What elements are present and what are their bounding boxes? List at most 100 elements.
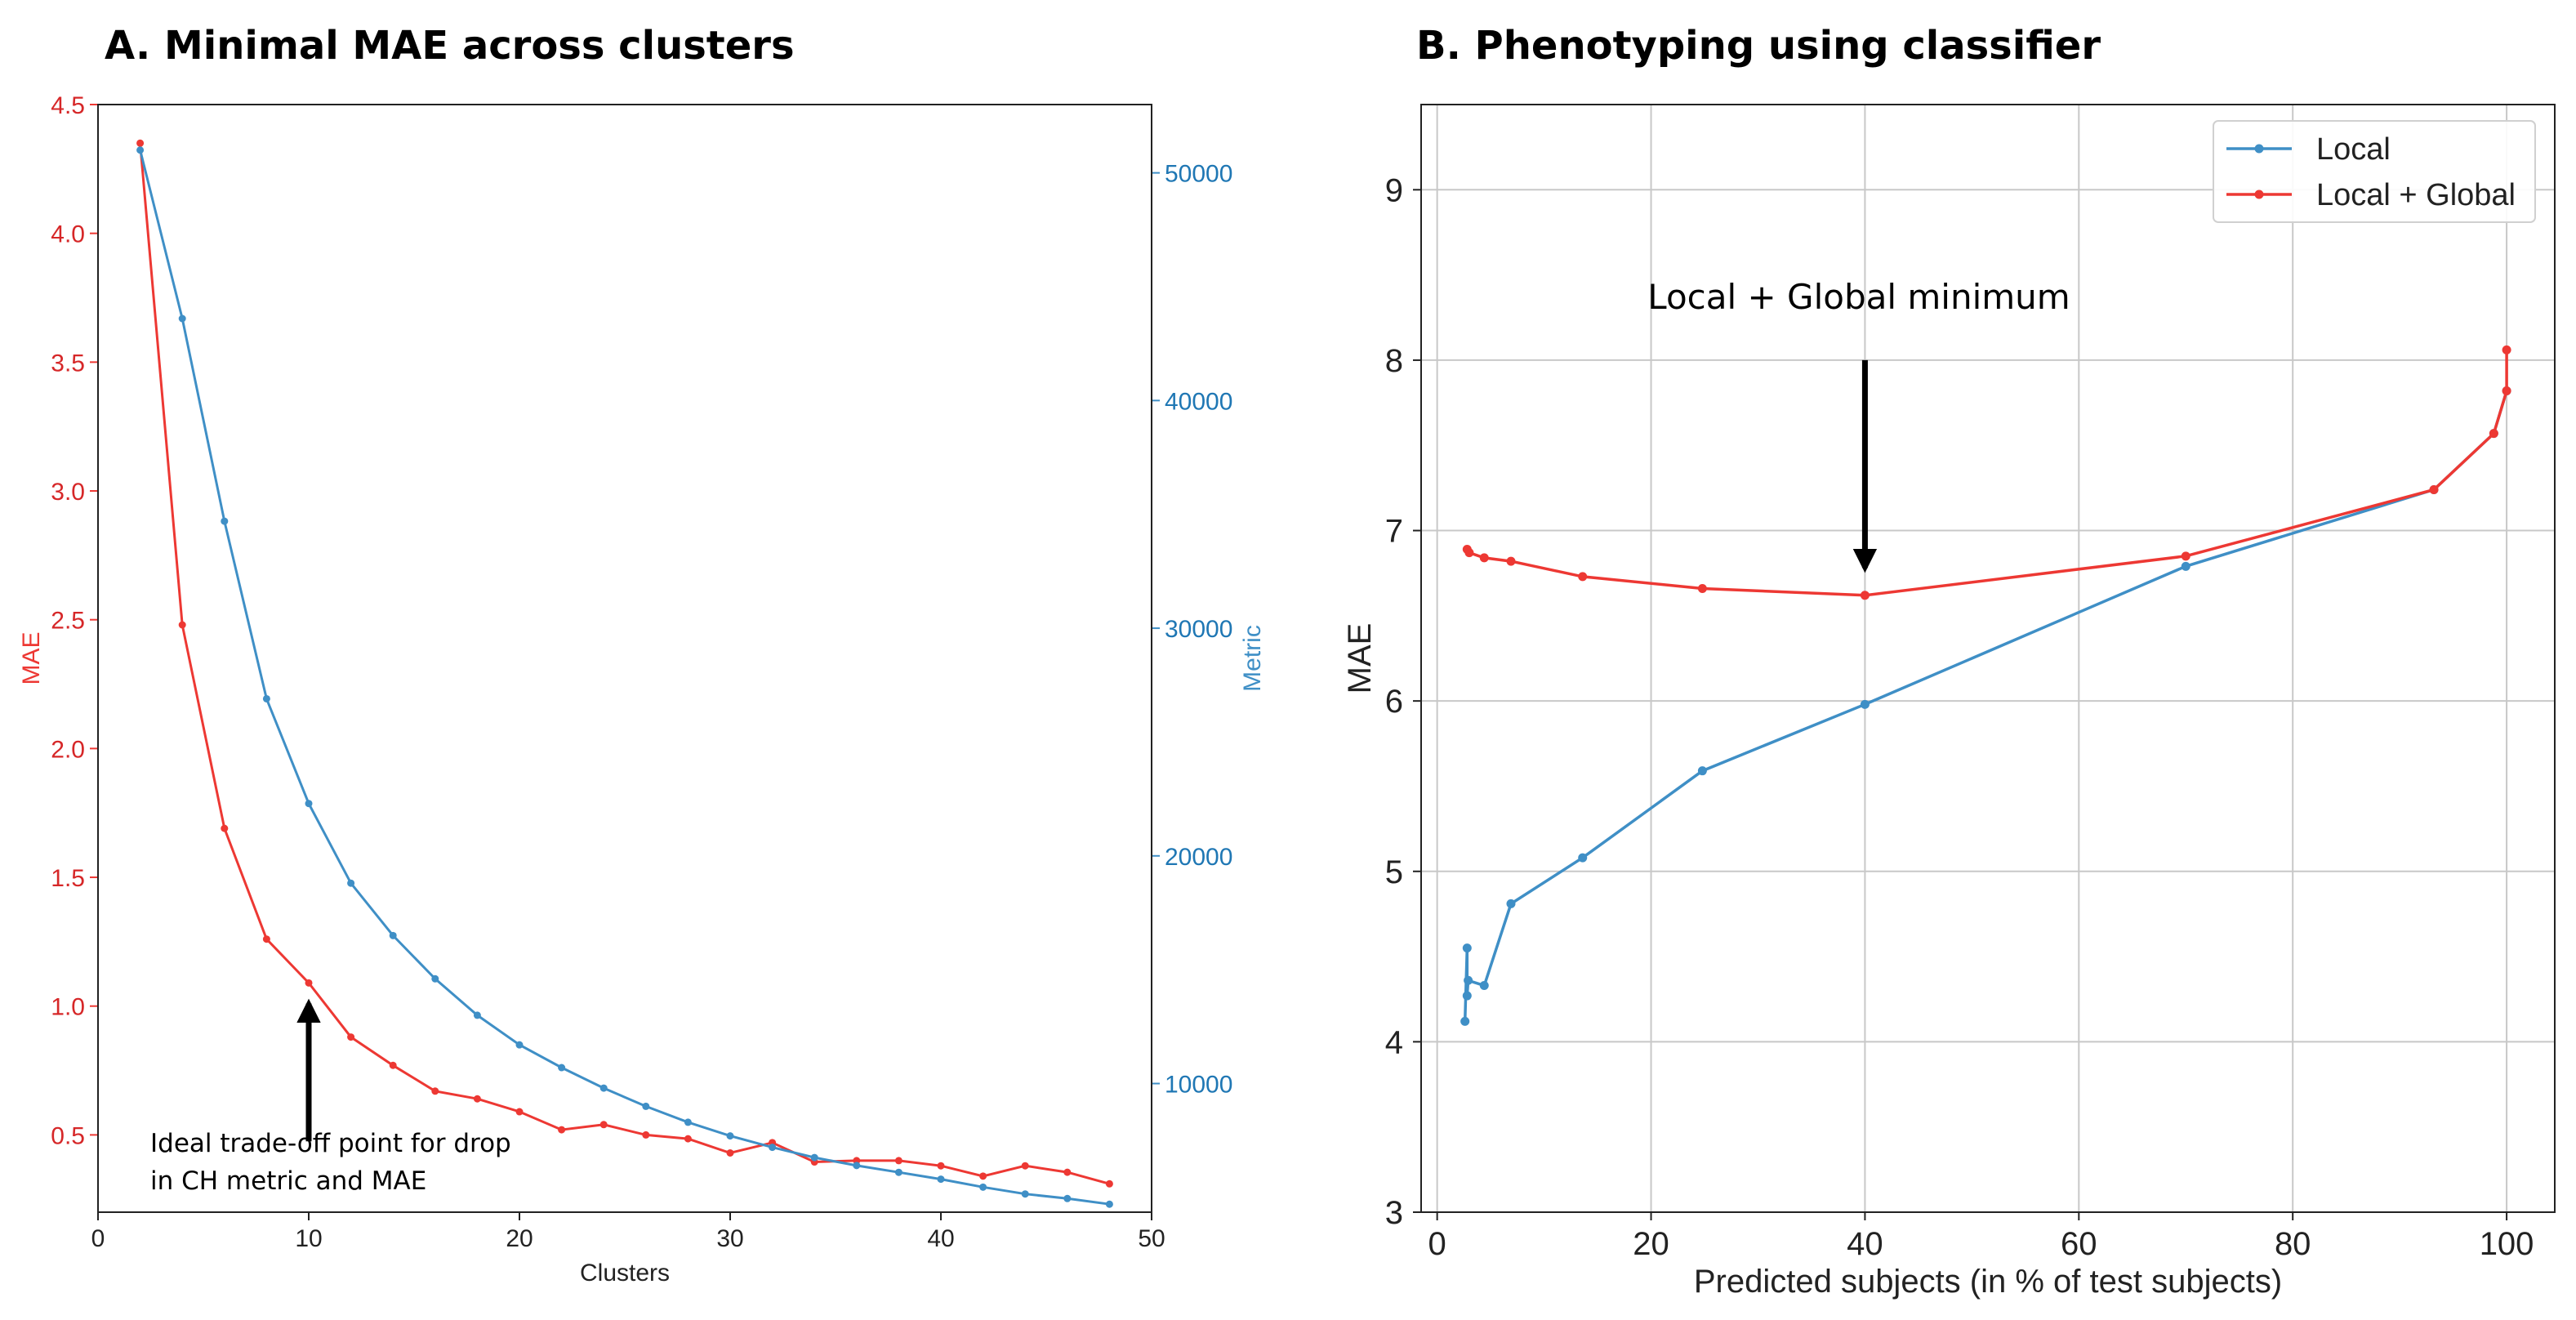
annotation-text: in CH metric and MAE bbox=[150, 1166, 426, 1196]
data-point bbox=[1462, 991, 1472, 1001]
data-point bbox=[1063, 1194, 1072, 1202]
x-tick-label: 10 bbox=[295, 1225, 322, 1252]
x-tick-label: 60 bbox=[2061, 1226, 2097, 1262]
data-point bbox=[979, 1183, 987, 1191]
x-tick-label: 40 bbox=[1847, 1226, 1883, 1262]
y2-tick-label: 50000 bbox=[1165, 161, 1232, 188]
y-tick-label: 4.5 bbox=[51, 92, 85, 119]
series-line bbox=[1463, 390, 2508, 1022]
annotation-text: Local + Global minimum bbox=[1647, 277, 2070, 317]
data-point bbox=[1479, 553, 1489, 563]
y-tick-label: 4.0 bbox=[51, 221, 85, 248]
data-point bbox=[684, 1135, 692, 1143]
legend-marker bbox=[2254, 190, 2264, 199]
data-point bbox=[1105, 1200, 1113, 1208]
data-point bbox=[1697, 583, 1707, 593]
data-point bbox=[473, 1095, 481, 1103]
data-point bbox=[2181, 551, 2190, 561]
y-axis-label: MAE bbox=[18, 631, 45, 685]
panel-a-axes-frame bbox=[97, 104, 1152, 1213]
data-point bbox=[473, 1011, 481, 1019]
data-point bbox=[2429, 484, 2439, 494]
x-tick-label: 80 bbox=[2275, 1226, 2311, 1262]
data-point bbox=[1464, 975, 1473, 985]
data-point bbox=[221, 824, 229, 832]
data-point bbox=[642, 1102, 650, 1110]
data-point bbox=[684, 1118, 692, 1126]
data-point bbox=[2181, 561, 2190, 571]
y-tick-label: 5 bbox=[1385, 854, 1403, 890]
y-axis-label: MAE bbox=[1342, 623, 1378, 694]
data-point bbox=[1021, 1162, 1029, 1170]
data-point bbox=[1578, 572, 1588, 582]
data-point bbox=[1860, 699, 1870, 709]
data-point bbox=[1479, 981, 1489, 991]
data-point bbox=[810, 1153, 818, 1162]
data-point bbox=[853, 1162, 861, 1170]
data-point bbox=[979, 1172, 987, 1180]
y-tick-label: 3.0 bbox=[51, 479, 85, 506]
data-point bbox=[136, 146, 145, 154]
y-tick-label: 2.5 bbox=[51, 608, 85, 635]
y-tick-label: 7 bbox=[1385, 514, 1403, 550]
data-point bbox=[347, 879, 355, 887]
data-point bbox=[769, 1144, 777, 1152]
data-point bbox=[558, 1126, 566, 1134]
y-tick-label: 1.5 bbox=[51, 865, 85, 892]
data-point bbox=[515, 1108, 524, 1116]
data-point bbox=[221, 517, 229, 525]
y-tick-label: 1.0 bbox=[51, 994, 85, 1021]
x-tick-label: 20 bbox=[506, 1225, 533, 1252]
y-tick-label: 4 bbox=[1385, 1024, 1403, 1060]
data-point bbox=[2502, 386, 2511, 395]
annotation-text: Ideal trade-off point for drop bbox=[150, 1129, 511, 1158]
y2-tick-label: 20000 bbox=[1165, 844, 1232, 871]
data-point bbox=[2502, 345, 2511, 355]
data-point bbox=[1578, 853, 1588, 863]
x-tick-label: 40 bbox=[927, 1225, 954, 1252]
y2-tick-label: 30000 bbox=[1165, 616, 1232, 643]
data-point bbox=[347, 1033, 355, 1041]
data-point bbox=[1063, 1168, 1072, 1176]
legend-label: Local bbox=[2316, 132, 2391, 167]
data-point bbox=[1105, 1180, 1113, 1188]
data-point bbox=[389, 1061, 397, 1069]
data-point bbox=[305, 800, 313, 808]
x-tick-label: 50 bbox=[1138, 1225, 1165, 1252]
data-point bbox=[558, 1064, 566, 1072]
panel-b-title: B. Phenotyping using classifier bbox=[1416, 23, 2101, 69]
data-point bbox=[262, 694, 270, 702]
data-point bbox=[1860, 591, 1870, 600]
data-point bbox=[389, 931, 397, 939]
data-point bbox=[178, 314, 186, 323]
y2-tick-label: 10000 bbox=[1165, 1072, 1232, 1099]
data-point bbox=[642, 1130, 650, 1139]
data-point bbox=[431, 974, 439, 983]
data-point bbox=[305, 979, 313, 987]
y-tick-label: 6 bbox=[1385, 684, 1403, 720]
panel-a-marks: 0 10 20 30 40 50 0.5 1.0 1.5 2.0 2.5 3.0 3.5 4.0 4.5 10… bbox=[18, 92, 1266, 1287]
panel-b-marks: 0 20 40 60 80 100 3 4 5 6 7 8 9 Predicted subjects (i… bbox=[1342, 105, 2555, 1300]
x-axis-label: Predicted subjects (in % of test subject… bbox=[1694, 1264, 2282, 1300]
data-point bbox=[1462, 943, 1472, 953]
data-point bbox=[937, 1162, 945, 1170]
legend-marker bbox=[2254, 144, 2264, 154]
y-tick-label: 3.5 bbox=[51, 350, 85, 377]
data-point bbox=[894, 1157, 902, 1165]
data-point bbox=[599, 1084, 608, 1092]
panel-a-chart: A. Minimal MAE across clusters 0 10 20 30 40… bbox=[18, 23, 1266, 1287]
data-point bbox=[894, 1168, 902, 1176]
y2-axis-label: Metric bbox=[1239, 625, 1266, 692]
y-tick-label: 0.5 bbox=[51, 1122, 85, 1149]
y2-tick-label: 40000 bbox=[1165, 388, 1232, 415]
y-tick-label: 8 bbox=[1385, 343, 1403, 379]
y-tick-label: 3 bbox=[1385, 1195, 1403, 1231]
x-tick-label: 0 bbox=[1428, 1226, 1446, 1262]
data-point bbox=[599, 1121, 608, 1129]
data-point bbox=[262, 935, 270, 943]
data-point bbox=[1460, 1016, 1470, 1026]
x-tick-label: 0 bbox=[91, 1225, 105, 1252]
series-line bbox=[139, 149, 1110, 1206]
data-point bbox=[937, 1175, 945, 1184]
